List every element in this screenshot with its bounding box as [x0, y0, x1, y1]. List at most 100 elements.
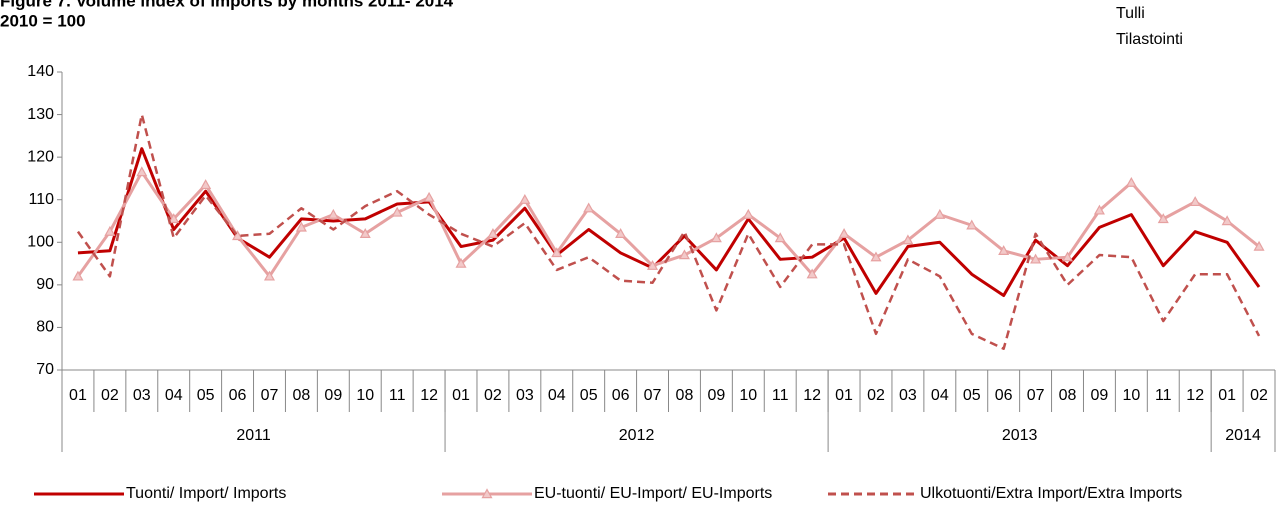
year-label: 2011: [236, 427, 271, 444]
series-marker: [1093, 204, 1105, 215]
x-tick-label: 08: [676, 387, 694, 404]
series-line: [76, 113, 1261, 350]
series-marker: [902, 234, 914, 245]
series-marker: [710, 232, 722, 243]
year-label: 2014: [1225, 427, 1261, 444]
x-tick-label: 04: [931, 387, 949, 404]
x-tick-label: 05: [580, 387, 598, 404]
x-tick-label: 08: [1059, 387, 1077, 404]
series-marker: [647, 259, 659, 270]
x-tick-label: 02: [867, 387, 885, 404]
x-tick-label: 08: [293, 387, 311, 404]
x-tick-label: 11: [772, 387, 789, 404]
series-marker: [615, 228, 627, 238]
series-marker: [200, 179, 212, 190]
series-marker: [487, 228, 499, 238]
source-line: Tilastointi: [1116, 31, 1183, 48]
series-marker: [774, 232, 786, 243]
series-marker: [934, 208, 946, 219]
series-line: [76, 170, 1260, 278]
legend-label: EU-tuonti/ EU-Import/ EU-Imports: [534, 485, 772, 502]
x-tick-label: 12: [1186, 387, 1204, 404]
x-tick-label: 02: [101, 387, 119, 404]
legend-label: Tuonti/ Import/ Imports: [126, 485, 286, 502]
series-marker: [1221, 215, 1233, 226]
x-tick-label: 03: [133, 387, 151, 404]
x-tick-label: 01: [1218, 387, 1236, 404]
series-marker: [1157, 213, 1169, 224]
x-tick-label: 11: [389, 387, 406, 404]
x-tick-label: 04: [165, 387, 183, 404]
series-marker: [998, 245, 1010, 255]
legend-marker: [481, 488, 493, 499]
y-tick-label: 90: [36, 276, 54, 293]
series-marker: [1030, 253, 1042, 264]
series-marker: [455, 257, 467, 268]
series-marker: [1061, 251, 1074, 262]
y-tick-label: 130: [27, 106, 54, 123]
series-marker: [295, 221, 307, 232]
x-tick-label: 05: [963, 387, 981, 404]
x-tick-label: 02: [484, 387, 502, 404]
x-tick-label: 07: [1027, 387, 1045, 404]
y-tick-label: 110: [28, 191, 54, 208]
x-tick-label: 12: [803, 387, 821, 404]
x-tick-label: 10: [356, 387, 374, 404]
x-tick-label: 06: [995, 387, 1013, 404]
x-tick-label: 04: [548, 387, 566, 404]
series-marker: [104, 225, 116, 236]
series-marker: [678, 249, 690, 260]
legend-label: Ulkotuonti/Extra Import/Extra Imports: [920, 485, 1182, 502]
chart-subtitle: 2010 = 100: [0, 11, 86, 30]
x-tick-label: 09: [707, 387, 725, 404]
series-marker: [136, 166, 148, 177]
series-marker: [327, 208, 339, 219]
series-marker: [519, 193, 531, 204]
x-tick-label: 02: [1250, 387, 1268, 404]
series-marker: [583, 202, 595, 213]
x-tick-label: 07: [644, 387, 662, 404]
source-line: Tulli: [1116, 5, 1145, 22]
x-tick-label: 01: [69, 387, 87, 404]
x-tick-label: 10: [739, 387, 757, 404]
series-marker: [168, 213, 180, 224]
series-marker: [742, 208, 754, 219]
y-tick-label: 80: [36, 319, 54, 336]
series-marker: [1125, 176, 1137, 187]
x-tick-label: 10: [1122, 387, 1140, 404]
x-tick-label: 03: [899, 387, 917, 404]
series-marker: [870, 251, 882, 262]
series-marker: [966, 219, 978, 230]
chart-title: Figure 7. Volume index of imports by mon…: [0, 0, 454, 10]
x-tick-label: 07: [261, 387, 279, 404]
year-label: 2012: [619, 427, 655, 444]
y-tick-label: 100: [27, 234, 54, 251]
x-tick-label: 11: [1155, 387, 1172, 404]
x-tick-label: 01: [452, 387, 470, 404]
year-label: 2013: [1002, 427, 1038, 444]
series-marker: [1189, 196, 1201, 207]
x-tick-label: 12: [420, 387, 438, 404]
series-marker: [72, 270, 84, 281]
x-tick-label: 01: [835, 387, 853, 404]
x-tick-label: 03: [516, 387, 534, 404]
series-marker: [359, 228, 371, 238]
x-tick-label: 05: [197, 387, 215, 404]
y-tick-label: 140: [27, 63, 54, 80]
series-marker: [263, 270, 276, 281]
series-marker: [806, 268, 818, 279]
y-tick-label: 120: [27, 148, 54, 165]
x-tick-label: 09: [324, 387, 342, 404]
series-marker: [838, 228, 850, 238]
x-tick-label: 06: [612, 387, 630, 404]
series-marker: [232, 230, 244, 241]
y-tick-label: 70: [36, 361, 54, 378]
series-marker: [391, 206, 403, 217]
series-marker: [551, 247, 563, 258]
series-marker: [1253, 240, 1265, 251]
series-marker: [423, 191, 435, 202]
x-tick-label: 09: [1091, 387, 1109, 404]
series-line: [77, 147, 1261, 297]
x-tick-label: 06: [229, 387, 247, 404]
